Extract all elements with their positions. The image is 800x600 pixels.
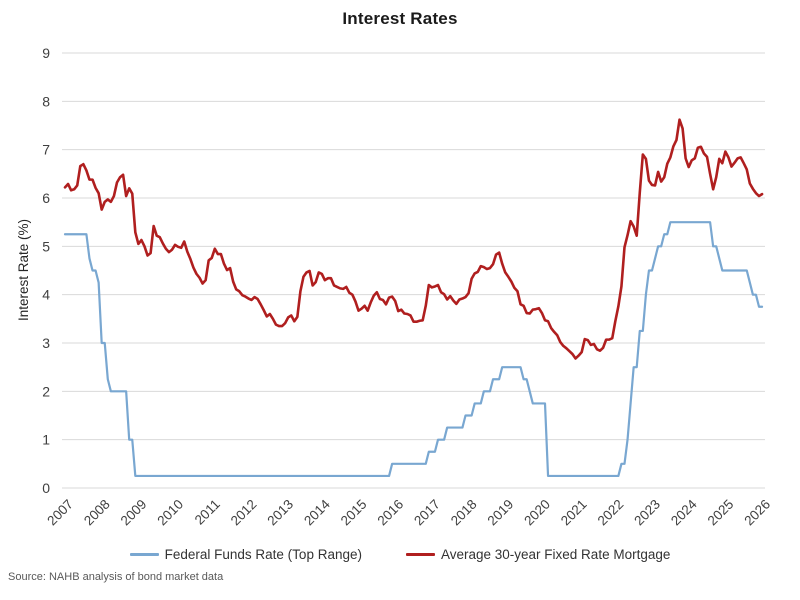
series-line-average-30-year-fixed-rate-mortgage xyxy=(63,118,764,360)
legend-item-federal-funds: Federal Funds Rate (Top Range) xyxy=(129,546,362,562)
x-tick-label-2024: 2024 xyxy=(668,496,700,528)
y-tick-label-2: 2 xyxy=(42,383,50,399)
x-tick-label-2008: 2008 xyxy=(81,497,113,529)
y-tick-label-7: 7 xyxy=(42,142,50,158)
source-note: Source: NAHB analysis of bond market dat… xyxy=(8,571,224,583)
x-tick-label-2022: 2022 xyxy=(595,497,627,529)
y-tick-label-8: 8 xyxy=(42,93,50,109)
x-tick-label-2009: 2009 xyxy=(118,497,150,529)
series-line-federal-funds-rate-top-range- xyxy=(63,221,764,478)
y-tick-label-5: 5 xyxy=(42,238,50,254)
x-tick-label-2010: 2010 xyxy=(154,497,186,529)
chart-title: Interest Rates xyxy=(342,9,458,28)
y-tick-label-9: 9 xyxy=(42,45,50,61)
x-tick-label-2007: 2007 xyxy=(44,497,76,529)
x-tick-label-2020: 2020 xyxy=(521,497,553,529)
legend-item-mortgage: Average 30-year Fixed Rate Mortgage xyxy=(405,546,671,562)
y-tick-label-0: 0 xyxy=(42,480,50,496)
x-tick-label-2019: 2019 xyxy=(485,497,517,529)
x-tick-label-2013: 2013 xyxy=(264,497,296,529)
x-tick-label-2012: 2012 xyxy=(228,497,260,529)
chart-legend: Federal Funds Rate (Top Range) Average 3… xyxy=(0,543,800,565)
x-tick-label-2026: 2026 xyxy=(741,497,773,529)
x-tick-label-2011: 2011 xyxy=(192,497,223,528)
y-tick-label-6: 6 xyxy=(42,190,50,206)
x-tick-label-2017: 2017 xyxy=(411,497,443,529)
x-tick-label-2018: 2018 xyxy=(448,497,480,529)
x-tick-label-2015: 2015 xyxy=(338,497,370,529)
x-tick-label-2014: 2014 xyxy=(301,496,333,528)
x-tick-label-2023: 2023 xyxy=(631,497,663,529)
y-tick-label-1: 1 xyxy=(42,432,50,448)
y-tick-label-4: 4 xyxy=(42,287,50,303)
x-tick-label-2016: 2016 xyxy=(374,497,406,529)
y-tick-label-3: 3 xyxy=(42,335,50,351)
legend-line-swatch-blue-icon xyxy=(129,552,159,556)
legend-label-mortgage: Average 30-year Fixed Rate Mortgage xyxy=(440,546,671,562)
legend-line-swatch-red-icon xyxy=(405,552,435,556)
legend-label-federal-funds: Federal Funds Rate (Top Range) xyxy=(164,546,362,562)
x-tick-label-2021: 2021 xyxy=(558,497,590,529)
x-tick-label-2025: 2025 xyxy=(705,497,737,529)
